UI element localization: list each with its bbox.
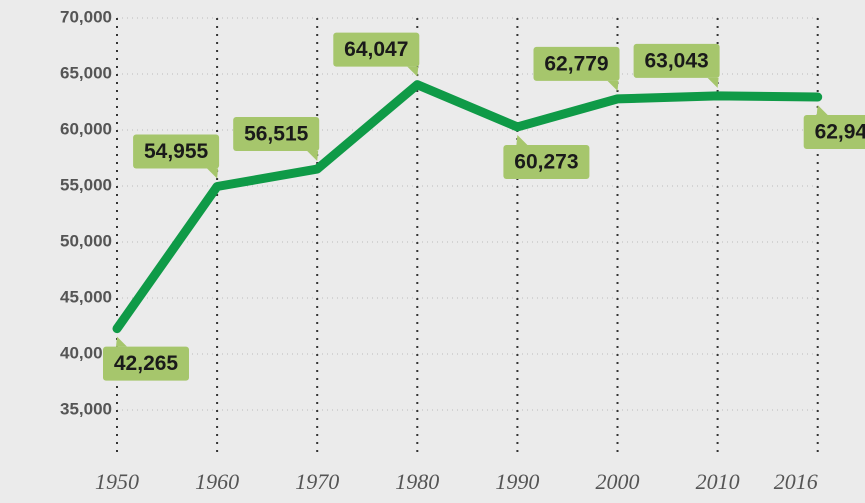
label-pointer (116, 336, 127, 347)
label-pointer (707, 77, 719, 88)
line (112, 80, 823, 334)
y-tick-label: 35,000 (60, 399, 112, 418)
value-label: 54,955 (144, 140, 209, 163)
y-tick-label: 60,000 (60, 119, 112, 138)
value-label: 60,273 (514, 150, 578, 173)
x-tick-label: 1980 (395, 469, 439, 494)
x-tick-label: 1970 (295, 469, 339, 494)
x-tick-label: 1950 (95, 469, 139, 494)
y-tick-label: 55,000 (60, 175, 112, 194)
x-tick-label: 1990 (495, 469, 539, 494)
value-label: 63,043 (644, 49, 708, 72)
y-tick-label: 65,000 (60, 63, 112, 82)
label-pointer (307, 151, 319, 162)
value-label: 62,779 (544, 52, 608, 75)
label-box (133, 134, 220, 169)
label-pointer (207, 168, 219, 179)
x-tick-label: 2010 (696, 469, 740, 494)
y-tick-label: 40,000 (60, 343, 112, 362)
y-tick-label: 45,000 (60, 287, 112, 306)
label-box (333, 32, 420, 67)
label-pointer (407, 66, 419, 77)
label-pointer (516, 134, 528, 145)
label-pointer (816, 105, 828, 116)
y-tick-label: 70,000 (60, 7, 112, 26)
label-box (503, 144, 590, 179)
value-label: 62,944 (815, 121, 865, 144)
value-label: 56,515 (244, 123, 309, 146)
label-box (803, 115, 865, 150)
x-tick-label: 1960 (195, 469, 239, 494)
y-tick-label: 50,000 (60, 231, 112, 250)
label-box (103, 346, 189, 381)
label-box (633, 43, 720, 78)
label-box (533, 46, 620, 81)
x-tick-label: 2016 (774, 469, 818, 494)
label-pointer (607, 80, 619, 91)
label-box (233, 117, 320, 152)
value-label: 42,265 (114, 352, 179, 375)
value-label: 64,047 (344, 38, 408, 61)
x-tick-label: 2000 (596, 469, 640, 494)
